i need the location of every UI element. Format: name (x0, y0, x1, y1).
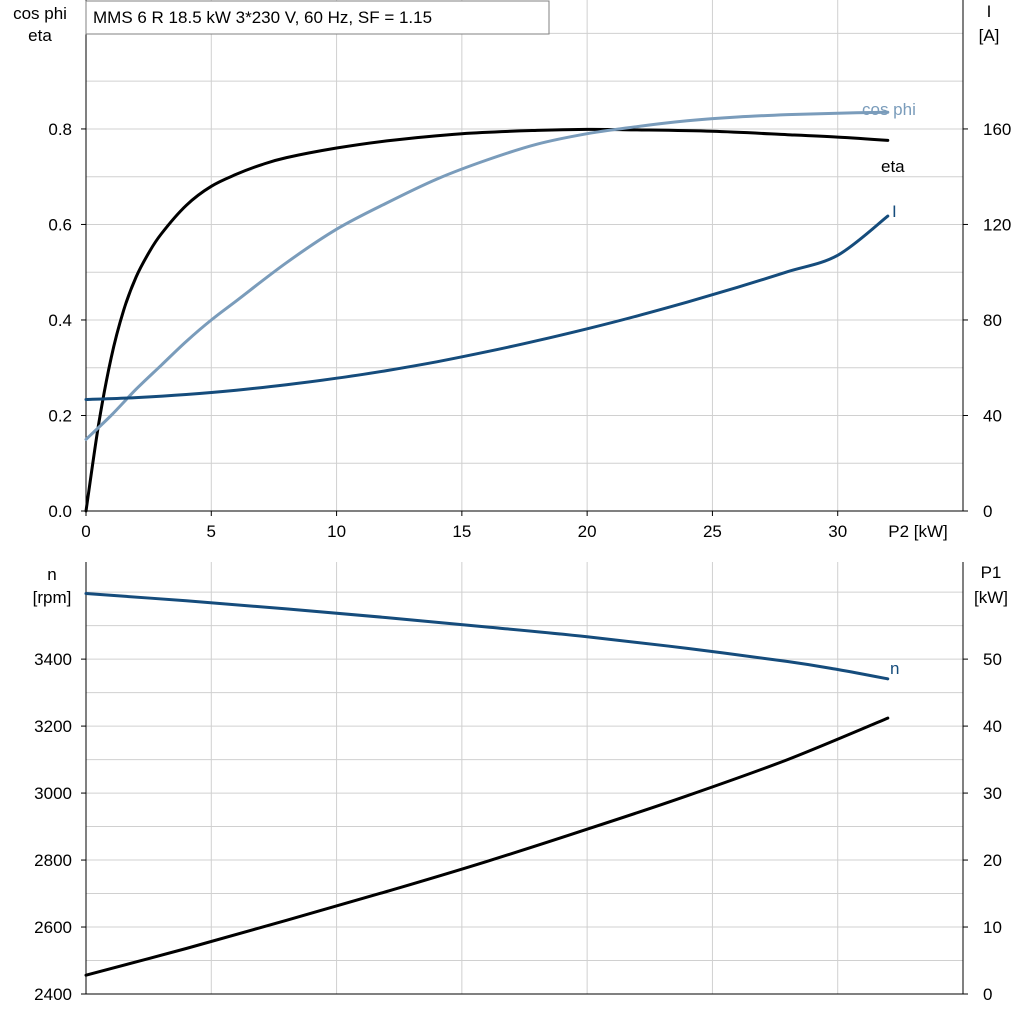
x-tick-label: 25 (703, 522, 722, 541)
left-axis-label: [rpm] (33, 588, 72, 607)
x-tick-label: 15 (452, 522, 471, 541)
left-axis-label: eta (28, 26, 52, 45)
left-y-tick-label: 0.6 (48, 215, 72, 234)
left-axis-label: n (47, 565, 56, 584)
right-y-tick-label: 80 (983, 311, 1002, 330)
series-line-p1 (84, 716, 890, 977)
right-axis-label: [A] (979, 26, 1000, 45)
series-label-n: n (890, 659, 899, 678)
left-y-tick-label: 2400 (34, 985, 72, 1004)
right-y-tick-label: 30 (983, 784, 1002, 803)
chart-title: MMS 6 R 18.5 kW 3*230 V, 60 Hz, SF = 1.1… (93, 8, 432, 27)
left-axis-label: cos phi (13, 4, 67, 23)
left-y-tick-label: 0.0 (48, 502, 72, 521)
left-y-tick-label: 2800 (34, 851, 72, 870)
series-line-eta (84, 127, 890, 513)
right-axis-label: P1 (981, 563, 1002, 582)
series-line-i (84, 214, 890, 401)
series-label-cos-phi: cos phi (862, 100, 916, 119)
series-label-eta: eta (881, 157, 905, 176)
right-y-tick-label: 40 (983, 717, 1002, 736)
right-axis-label: I (987, 2, 992, 21)
lower-chart-panel: 2400 2600 2800 3000 3200 3400 0 10 20 30 40 50 n [rpm… (33, 562, 1008, 1004)
upper-chart-panel: 0.0 0.2 0.4 0.6 0.8 0 40 80 120 160 0 5 10 15 20 25 30 co… (13, 0, 1011, 541)
right-y-tick-label: 0 (983, 502, 992, 521)
left-y-tick-label: 0.2 (48, 406, 72, 425)
left-y-tick-label: 3400 (34, 650, 72, 669)
right-y-tick-label: 160 (983, 120, 1011, 139)
series-line-n (84, 592, 890, 681)
left-y-tick-label: 3000 (34, 784, 72, 803)
left-y-tick-label: 2600 (34, 918, 72, 937)
x-tick-label: 10 (327, 522, 346, 541)
left-y-tick-label: 0.4 (48, 311, 72, 330)
x-tick-label: 5 (207, 522, 216, 541)
right-y-tick-label: 40 (983, 406, 1002, 425)
x-tick-label: 20 (578, 522, 597, 541)
right-y-tick-label: 20 (983, 851, 1002, 870)
series-line-cos-phi (84, 110, 890, 441)
right-y-tick-label: 0 (983, 985, 992, 1004)
chart-title-frame (85, 0, 550, 35)
right-y-tick-label: 10 (983, 918, 1002, 937)
x-tick-label: 30 (828, 522, 847, 541)
right-axis-label: [kW] (974, 588, 1008, 607)
left-y-tick-label: 0.8 (48, 120, 72, 139)
x-tick-label: 0 (81, 522, 90, 541)
left-y-tick-label: 3200 (34, 717, 72, 736)
right-y-tick-label: 50 (983, 650, 1002, 669)
right-y-tick-label: 120 (983, 215, 1011, 234)
chart-title-box: MMS 6 R 18.5 kW 3*230 V, 60 Hz, SF = 1.1… (85, 0, 550, 35)
x-axis-label: P2 [kW] (888, 522, 948, 541)
series-label-i: I (892, 202, 897, 221)
